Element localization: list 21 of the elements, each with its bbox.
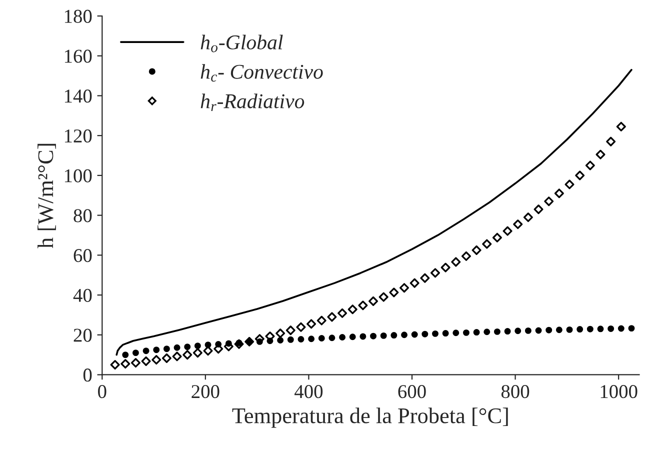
y-tick-label: 0 xyxy=(83,368,92,382)
y-tick-label: 140 xyxy=(64,90,92,103)
y-tick-label: 60 xyxy=(74,248,92,262)
y-tick-label: 120 xyxy=(64,129,92,143)
legend-label: h$_{c}$- Convectivo xyxy=(200,64,323,82)
x-tick-label: 0 xyxy=(98,385,106,398)
legend-label: h$_{r}$-Radiativo xyxy=(200,94,304,111)
y-tick-label: 20 xyxy=(74,328,92,342)
y-tick-label: 40 xyxy=(73,288,92,302)
legend-label: h$_{o}$-Global xyxy=(200,34,283,52)
y-tick-label: 160 xyxy=(64,50,92,63)
x-tick-label: 600 xyxy=(398,385,426,398)
x-tick-label: 800 xyxy=(501,385,530,398)
x-tick-label: 200 xyxy=(192,385,220,398)
y-axis-title: h [W/m²°C] xyxy=(38,144,56,248)
x-tick-label: 400 xyxy=(294,385,323,398)
x-tick-label: 1000 xyxy=(600,385,638,398)
y-tick-label: 100 xyxy=(64,169,92,182)
y-tick-label: 80 xyxy=(74,209,92,222)
x-axis-title: Temperatura de la Probeta [°C] xyxy=(232,408,508,428)
y-tick-label: 180 xyxy=(64,10,92,23)
